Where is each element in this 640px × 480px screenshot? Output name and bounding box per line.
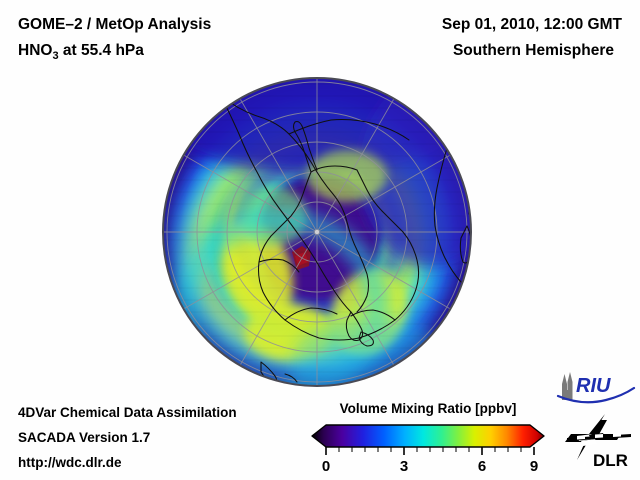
colorbar: Volume Mixing Ratio [ppbv] bbox=[310, 400, 546, 477]
hemisphere-label: Southern Hemisphere bbox=[452, 42, 614, 59]
cathedral-spires-icon bbox=[562, 372, 573, 400]
riu-wordmark: RIU bbox=[576, 375, 611, 397]
colorbar-tick-0: 0 bbox=[322, 458, 330, 475]
instrument-title: GOME–2 / MetOp Analysis bbox=[18, 16, 212, 33]
colorbar-ticks bbox=[325, 447, 535, 455]
riu-logo-svg: RIU bbox=[556, 372, 636, 404]
method-label: 4DVar Chemical Data Assimilation bbox=[18, 405, 237, 420]
pressure-label: at 55.4 hPa bbox=[58, 42, 144, 59]
dlr-wordmark: DLR bbox=[593, 451, 628, 470]
footer-left: 4DVar Chemical Data Assimilation SACADA … bbox=[18, 400, 318, 475]
dlr-logo-svg: DLR bbox=[565, 414, 631, 470]
colorbar-gradient bbox=[311, 424, 545, 448]
version-label: SACADA Version 1.7 bbox=[18, 430, 151, 445]
riu-logo: RIU bbox=[556, 370, 636, 406]
colorbar-svg: 0 3 6 9 bbox=[311, 424, 545, 475]
dlr-logo: DLR bbox=[563, 412, 635, 472]
timestamp-label: Sep 01, 2010, 12:00 GMT bbox=[441, 16, 622, 33]
colorbar-tick-2: 6 bbox=[478, 458, 486, 475]
colorbar-title: Volume Mixing Ratio [ppbv] bbox=[339, 401, 517, 416]
riu-swoosh bbox=[556, 386, 636, 404]
colorbar-tick-3: 9 bbox=[530, 458, 538, 475]
dlr-mark-icon bbox=[565, 414, 631, 460]
globe-limb bbox=[162, 77, 472, 387]
species-pressure-title: HNO3 at 55.4 hPa bbox=[18, 38, 348, 69]
species-label: HNO bbox=[18, 42, 53, 59]
species-subscript: 3 bbox=[52, 50, 59, 63]
south-pole-marker bbox=[314, 229, 320, 235]
colorbar-tick-1: 3 bbox=[400, 458, 408, 475]
url-link[interactable]: http://wdc.dlr.de bbox=[18, 455, 122, 470]
polar-map bbox=[161, 76, 473, 388]
colorbar-tick-labels: 0 3 6 9 bbox=[322, 458, 538, 475]
header-left: GOME–2 / MetOp Analysis HNO3 at 55.4 hPa bbox=[18, 12, 348, 69]
header-right: Sep 01, 2010, 12:00 GMT Southern Hemisph… bbox=[322, 12, 622, 64]
globe-svg bbox=[162, 77, 472, 387]
graticule bbox=[163, 78, 471, 386]
